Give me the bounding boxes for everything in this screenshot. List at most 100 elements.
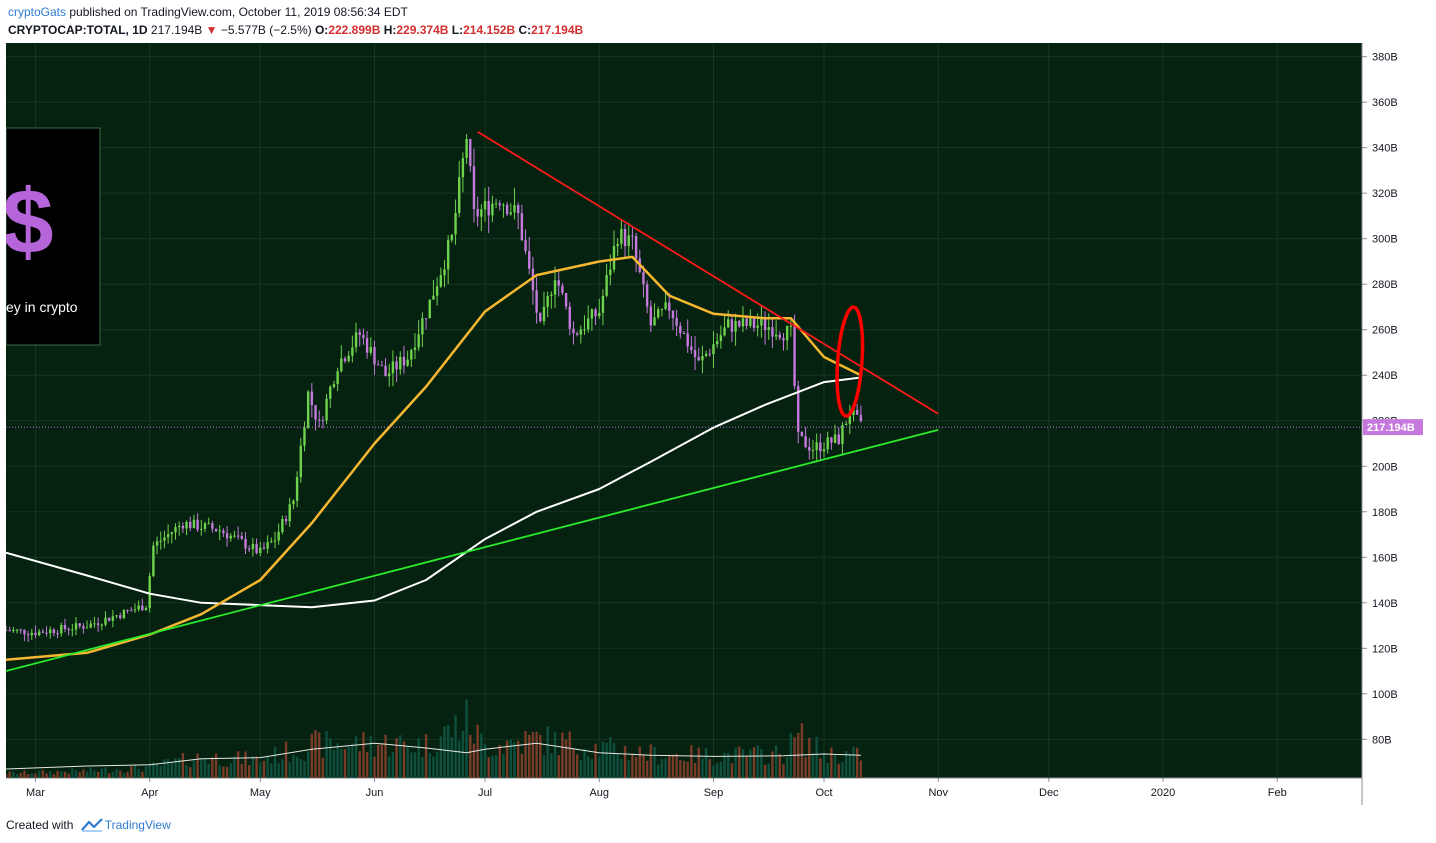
volume-bar xyxy=(6,774,8,778)
volume-bar xyxy=(373,756,376,778)
volume-bar xyxy=(214,753,218,778)
down-arrow-icon: ▼ xyxy=(205,23,218,37)
candle-body xyxy=(808,447,811,451)
volume-bar xyxy=(741,749,745,778)
candle-body xyxy=(855,409,859,415)
candle-body xyxy=(137,605,140,610)
candle-body xyxy=(34,632,37,636)
volume-bar xyxy=(727,753,730,778)
candle-body xyxy=(745,318,748,326)
candle-body xyxy=(793,325,796,387)
y-tick-label: 320B xyxy=(1372,188,1398,200)
volume-bar xyxy=(196,753,199,778)
candle-body xyxy=(6,630,8,632)
time-scale[interactable] xyxy=(6,778,1362,805)
x-tick-label: Oct xyxy=(815,787,832,799)
volume-bar xyxy=(815,736,818,778)
candle-body xyxy=(701,355,704,361)
volume-bar xyxy=(712,765,715,778)
candle-body xyxy=(362,334,365,339)
candle-body xyxy=(159,540,162,542)
volume-bar xyxy=(763,764,767,778)
volume-bar xyxy=(119,770,122,778)
candle-body xyxy=(413,347,417,350)
volume-bar xyxy=(240,763,244,778)
volume-bar xyxy=(310,733,314,778)
footer: Created with TradingView xyxy=(6,818,171,834)
volume-bar xyxy=(590,758,594,778)
volume-bar xyxy=(612,743,616,778)
candle-body xyxy=(273,540,277,542)
volume-bar xyxy=(391,752,395,778)
tradingview-link[interactable]: TradingView xyxy=(104,818,171,833)
candle-body xyxy=(583,329,586,331)
volume-bar xyxy=(830,747,833,778)
volume-bar xyxy=(144,766,148,778)
candle-body xyxy=(200,528,203,530)
candle-body xyxy=(78,623,81,627)
candle-body xyxy=(63,624,67,630)
volume-bar xyxy=(332,749,336,778)
volume-bar xyxy=(96,771,100,778)
candle-body xyxy=(41,631,45,633)
candle-body xyxy=(192,519,196,529)
volume-bar xyxy=(37,770,41,778)
candle-body xyxy=(815,442,818,451)
volume-bar xyxy=(575,754,579,778)
open-value: 222.899B xyxy=(328,23,381,37)
x-tick-label: Sep xyxy=(704,787,724,799)
volume-bar xyxy=(417,738,420,778)
x-tick-label: Aug xyxy=(589,787,609,799)
volume-bar xyxy=(745,756,748,778)
candle-body xyxy=(734,320,737,332)
candle-body xyxy=(826,437,829,450)
candle-body xyxy=(469,138,472,167)
candle-body xyxy=(675,318,678,326)
candle-body xyxy=(723,327,726,336)
price-chart[interactable]: 80B100B120B140B160B180B200B220B240B260B2… xyxy=(6,43,1430,805)
volume-bar xyxy=(82,769,85,778)
candle-body xyxy=(568,306,571,329)
candle-body xyxy=(247,548,251,550)
candle-body xyxy=(141,605,144,611)
x-axis: Mar Apr May Jun Jul Aug Sep Oct Nov Dec 2020 Feb xyxy=(26,778,1287,799)
candle-body xyxy=(690,346,693,351)
volume-bar xyxy=(380,743,384,778)
volume-bar xyxy=(15,774,19,778)
plot-background[interactable] xyxy=(6,43,1362,778)
candle-body xyxy=(107,617,111,621)
publisher-link[interactable]: cryptoGats xyxy=(8,5,67,19)
volume-bar xyxy=(579,759,583,778)
volume-bar xyxy=(616,754,619,778)
candle-body xyxy=(310,391,314,406)
volume-bar xyxy=(749,749,752,778)
volume-bar xyxy=(708,759,711,778)
volume-bar xyxy=(561,732,564,778)
candle-body xyxy=(233,535,236,537)
volume-bar xyxy=(262,760,266,778)
y-tick-label: 140B xyxy=(1372,598,1398,610)
volume-bar xyxy=(211,757,214,778)
candle-body xyxy=(417,334,420,348)
candle-body xyxy=(579,329,583,335)
volume-bar xyxy=(321,757,325,778)
candle-body xyxy=(575,333,579,335)
candle-body xyxy=(155,541,159,546)
candle-body xyxy=(542,306,546,322)
volume-bar xyxy=(185,765,188,778)
volume-bar xyxy=(45,773,48,778)
candle-body xyxy=(487,200,490,216)
candle-body xyxy=(682,333,686,335)
volume-bar xyxy=(841,761,844,778)
candle-body xyxy=(244,538,247,549)
candle-body xyxy=(483,200,487,210)
symbol-label[interactable]: CRYPTOCAP:TOTAL, 1D xyxy=(8,23,148,37)
candle-body xyxy=(657,309,660,318)
candle-body xyxy=(852,409,855,416)
volume-bar xyxy=(104,767,107,778)
volume-bar xyxy=(469,734,472,778)
candle-body xyxy=(432,295,435,300)
candle-body xyxy=(476,208,479,217)
candle-body xyxy=(19,629,22,631)
y-tick-label: 120B xyxy=(1372,643,1398,655)
